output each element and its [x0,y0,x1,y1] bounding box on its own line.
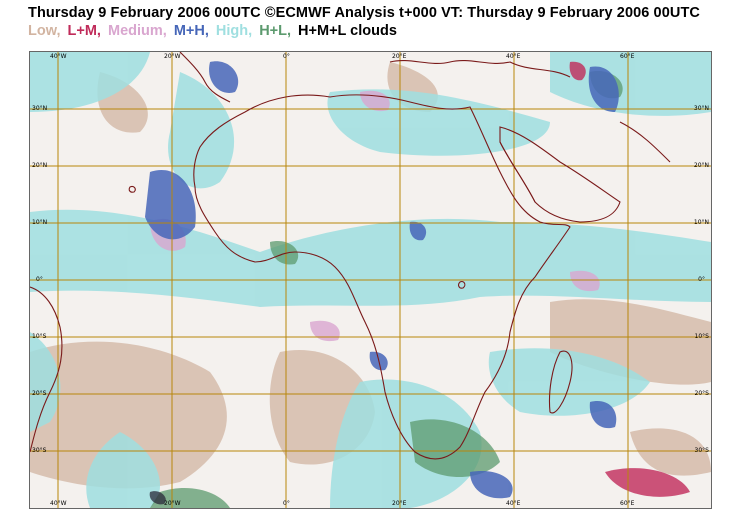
legend-all: H+M+L clouds [298,23,397,39]
legend-medium-high: M+H, [173,23,209,39]
medium-high-cloud-areas [145,61,619,499]
lat-label-30n: 30°N [32,105,48,112]
lat-label-30s-right: 30°S [694,447,709,454]
lon-label-0: 0° [283,53,290,60]
legend-high: High, [215,23,253,39]
lat-label-0: 0° [36,276,43,283]
lon-label-40w-bottom: 40°W [50,500,67,507]
lat-label-20s-right: 20°S [694,390,709,397]
lon-label-20e-bottom: 20°E [392,500,407,507]
legend-low-medium: L+M, [67,23,101,39]
lon-label-40e-bottom: 40°E [506,500,521,507]
lat-label-10s: 10°S [32,333,47,340]
lon-label-40e: 40°E [506,53,521,60]
all-level-cloud-areas [149,491,166,505]
lat-label-10n-right: 10°N [693,219,709,226]
legend-high-low: H+L, [259,23,292,39]
legend-medium: Medium, [107,23,167,39]
lat-label-20n: 20°N [32,162,48,169]
map-title: Thursday 9 February 2006 00UTC ©ECMWF An… [28,5,700,21]
lon-label-20w-bottom: 20°W [164,500,181,507]
lat-label-10n: 10°N [32,219,48,226]
lat-label-30n-right: 30°N [693,105,709,112]
legend-low: Low, [28,23,61,39]
lat-label-20n-right: 20°N [693,162,709,169]
cloud-map: 30°N 20°N 10°N 0° 10°S 20°S 30°S 30°N 20… [29,51,712,509]
lon-label-0-bottom: 0° [283,500,290,507]
lon-label-20e: 20°E [392,53,407,60]
coastlines [30,52,671,460]
lat-label-0-right: 0° [698,276,705,283]
lon-label-40w: 40°W [50,53,67,60]
lon-label-20w: 20°W [164,53,181,60]
lat-label-10s-right: 10°S [694,333,709,340]
lon-label-60e-bottom: 60°E [620,500,635,507]
map-svg [30,52,711,508]
lon-label-60e: 60°E [620,53,635,60]
low-medium-cloud-areas [569,61,690,497]
cloud-legend: Low, L+M, Medium, M+H, High, H+L, H+M+L … [28,23,400,39]
lat-label-20s: 20°S [32,390,47,397]
lat-label-30s: 30°S [32,447,47,454]
